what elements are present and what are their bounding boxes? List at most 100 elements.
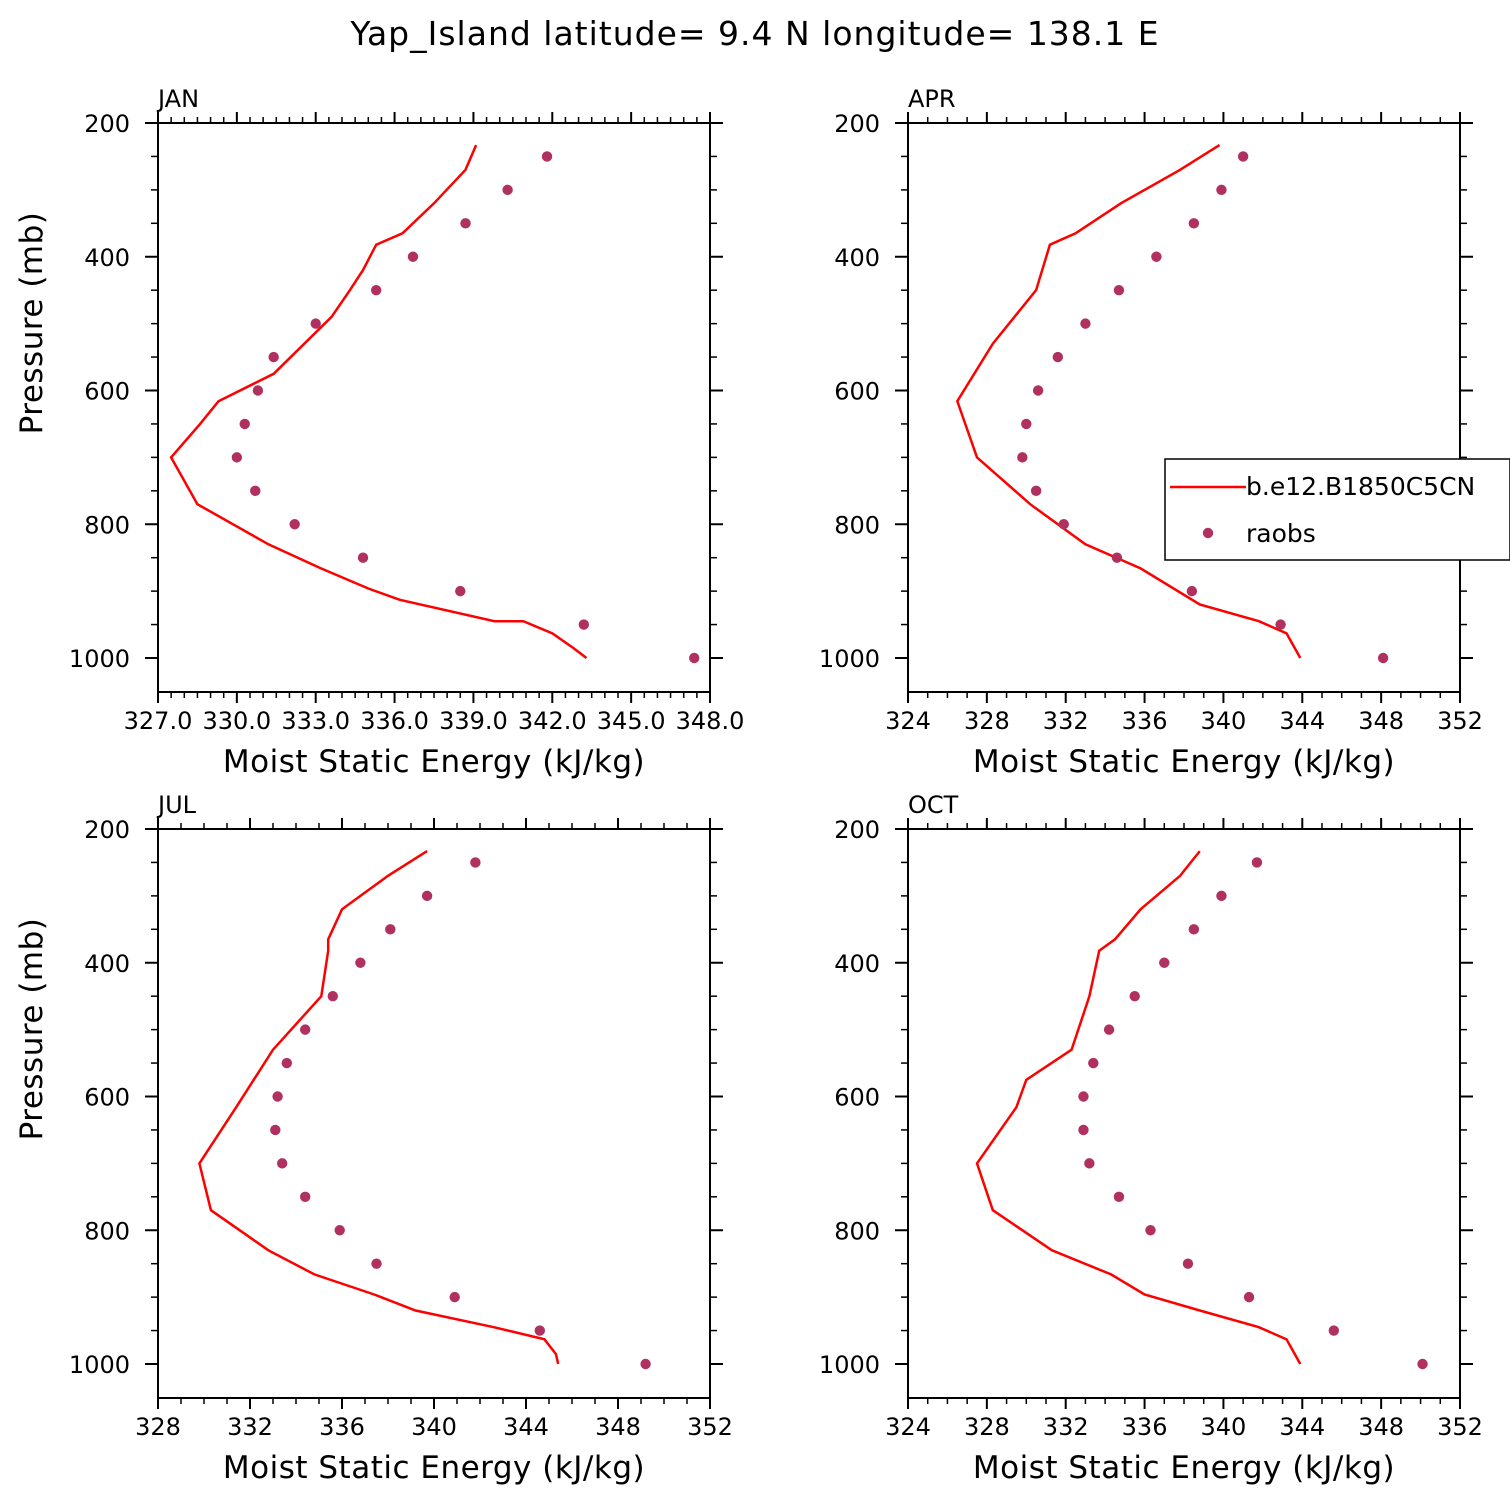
obs-point <box>1078 1124 1089 1136</box>
x-tick-label: 327.0 <box>124 707 193 735</box>
obs-point <box>1088 1057 1099 1069</box>
x-tick-label: 348 <box>1358 707 1404 735</box>
x-tick-label: 328 <box>964 707 1010 735</box>
panel-jul: JUL 328 332 336 340 344 348 352 200 400 600 800 1000… <box>14 791 733 1486</box>
obs-point <box>1017 452 1028 463</box>
panel-apr: APR 324 328 332 336 340 344 348 352 200 400 600 800 1… <box>819 85 1483 780</box>
y-axis-label: Pressure (mb) <box>14 212 50 435</box>
x-tick-label: 352 <box>1437 1413 1483 1441</box>
y-tick-label: 1000 <box>69 1351 130 1379</box>
x-tick-label: 336 <box>1122 1413 1168 1441</box>
obs-point <box>1275 619 1286 630</box>
obs-point <box>250 485 261 497</box>
y-tick-label: 1000 <box>819 1351 880 1379</box>
obs-point <box>385 924 396 935</box>
y-tick-label: 400 <box>84 244 130 272</box>
x-tick-label: 336 <box>319 1413 365 1441</box>
obs-point <box>1129 990 1140 1002</box>
obs-point <box>1159 957 1170 968</box>
obs-point <box>470 857 481 868</box>
obs-point <box>1216 184 1227 196</box>
obs-point <box>357 552 369 563</box>
obs-point <box>1058 519 1069 530</box>
obs-point <box>1030 485 1042 497</box>
obs-point <box>270 1124 281 1136</box>
legend: b.e12.B1850C5CN raobs <box>1164 458 1510 561</box>
y-tick-label: 600 <box>84 1084 130 1112</box>
y-tick-label: 200 <box>834 816 880 844</box>
legend-box <box>1164 458 1510 561</box>
obs-point <box>502 184 513 196</box>
x-tick-label: 332 <box>1043 707 1089 735</box>
obs-point <box>268 351 279 363</box>
x-tick-label: 332 <box>1043 1413 1089 1441</box>
obs-point <box>421 890 433 902</box>
obs-point <box>1377 652 1389 664</box>
obs-point <box>310 318 321 329</box>
y-tick-label: 800 <box>834 1217 880 1245</box>
x-tick-label: 332 <box>227 1413 273 1441</box>
figure-title: Yap_Island latitude= 9.4 N longitude= 13… <box>349 14 1159 53</box>
x-tick-label: 340 <box>411 1413 457 1441</box>
panel-month-label: JAN <box>156 85 199 113</box>
y-tick-label: 800 <box>84 1217 130 1245</box>
obs-point <box>327 990 338 1002</box>
obs-point <box>689 652 700 664</box>
obs-point <box>407 251 419 262</box>
model-line <box>198 850 560 1365</box>
model-line <box>955 144 1302 659</box>
y-tick-label: 1000 <box>819 645 880 673</box>
obs-point <box>1182 1258 1194 1269</box>
x-tick-label: 352 <box>687 1413 733 1441</box>
panel-month-label: JUL <box>156 791 197 819</box>
legend-model-label: b.e12.B1850C5CN <box>1246 472 1475 501</box>
obs-point <box>578 619 590 630</box>
legend-obs-marker <box>1202 527 1214 539</box>
legend-obs-label: raobs <box>1246 519 1316 548</box>
y-tick-label: 600 <box>834 378 880 406</box>
panel-jan: JAN 327.0 330.0 333.0 336.0 339.0 342.0 345.0 34… <box>14 85 744 780</box>
x-axis-label: Moist Static Energy (kJ/kg) <box>223 744 645 780</box>
obs-point <box>449 1291 460 1303</box>
obs-point <box>1417 1358 1428 1370</box>
model-line <box>169 144 588 659</box>
y-axis-label: Pressure (mb) <box>14 918 50 1141</box>
obs-point <box>252 385 264 396</box>
obs-point <box>1111 552 1123 563</box>
y-tick-label: 400 <box>834 950 880 978</box>
obs-point <box>455 585 466 597</box>
y-tick-label: 800 <box>834 511 880 539</box>
x-tick-label: 344 <box>1279 1413 1325 1441</box>
obs-point <box>1032 385 1044 396</box>
obs-point <box>370 284 382 296</box>
obs-point <box>1188 924 1200 935</box>
x-tick-label: 324 <box>885 1413 931 1441</box>
obs-point <box>231 452 243 463</box>
obs-point <box>334 1225 345 1236</box>
x-tick-label: 336.0 <box>360 707 429 735</box>
y-tick-label: 400 <box>84 950 130 978</box>
obs-point <box>272 1091 283 1102</box>
x-tick-label: 345.0 <box>597 707 666 735</box>
obs-point <box>281 1057 292 1069</box>
x-axis-label: Moist Static Energy (kJ/kg) <box>223 1450 645 1486</box>
obs-point <box>300 1191 311 1203</box>
x-tick-label: 328 <box>135 1413 181 1441</box>
x-tick-label: 333.0 <box>281 707 350 735</box>
x-axis-label: Moist Static Energy (kJ/kg) <box>973 1450 1395 1486</box>
panel-oct: OCT 324 328 332 336 340 344 348 352 200 400 600 800 1… <box>819 791 1483 1486</box>
obs-point <box>640 1358 651 1370</box>
panel-month-label: APR <box>908 85 956 113</box>
obs-point <box>1078 1091 1089 1102</box>
x-tick-label: 348 <box>595 1413 641 1441</box>
x-tick-label: 348.0 <box>676 707 745 735</box>
obs-point <box>1145 1225 1156 1236</box>
x-tick-label: 330.0 <box>202 707 271 735</box>
obs-point <box>1251 857 1263 868</box>
model-line <box>975 850 1302 1365</box>
x-tick-label: 328 <box>964 1413 1010 1441</box>
obs-point <box>1237 151 1249 162</box>
obs-point <box>1113 1191 1125 1203</box>
x-axis-label: Moist Static Energy (kJ/kg) <box>973 744 1395 780</box>
